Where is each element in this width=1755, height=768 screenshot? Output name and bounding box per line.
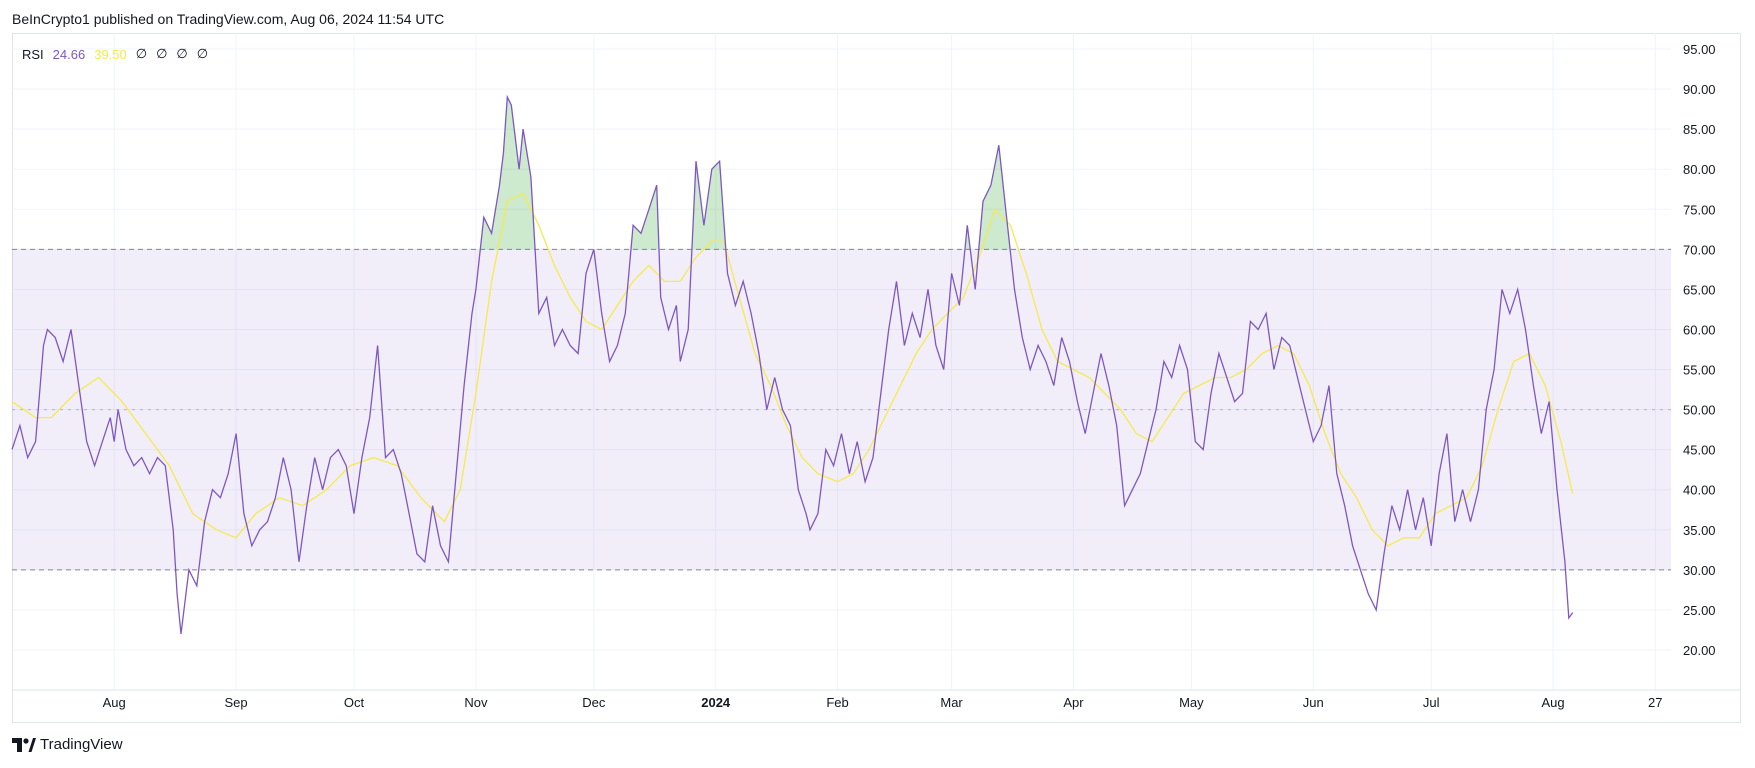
legend-ma-value: 39.50	[94, 46, 127, 62]
overbought-fills	[480, 97, 1011, 250]
y-tick-label: 35.00	[1683, 523, 1716, 538]
rsi-line	[11, 94, 1574, 634]
tradingview-wordmark: TradingView	[40, 736, 123, 753]
y-tick-label: 60.00	[1683, 322, 1716, 337]
y-tick-label: 75.00	[1683, 202, 1716, 217]
y-tick-label: 80.00	[1683, 162, 1716, 177]
overbought-fill	[978, 145, 1011, 250]
y-tick-label: 65.00	[1683, 282, 1716, 297]
y-tick-label: 20.00	[1683, 643, 1716, 658]
x-tick-label: 2024	[701, 695, 731, 710]
tradingview-branding[interactable]: TradingView	[12, 736, 123, 753]
y-tick-label: 85.00	[1683, 122, 1716, 137]
time-axis: Aug Sep Oct Nov Dec 2024 Feb Mar Apr May Jun Jul Aug…	[12, 689, 1741, 710]
legend-placeholder-1: ∅	[135, 46, 148, 61]
legend-placeholder-3: ∅	[176, 46, 188, 61]
overbought-fill	[691, 161, 726, 250]
legend-rsi-value: 24.66	[52, 46, 86, 62]
publish-caption: BeInCrypto1 published on TradingView.com…	[12, 11, 445, 27]
price-axis: 95.00 90.00 85.00 80.00 75.00 70.00 65.00 60.00…	[1683, 42, 1716, 658]
x-tick-label: Mar	[940, 695, 963, 710]
legend-placeholder-2: ∅	[156, 46, 168, 61]
indicator-legend[interactable]: RSI 24.66 39.50 ∅ ∅ ∅ ∅	[22, 46, 208, 62]
x-tick-label: Feb	[826, 695, 848, 710]
overbought-fill	[480, 97, 536, 250]
y-tick-label: 30.00	[1683, 563, 1716, 578]
tradingview-logo-icon	[12, 737, 36, 752]
x-tick-label: Apr	[1063, 695, 1084, 710]
x-tick-label: Sep	[225, 695, 248, 710]
x-tick-label: Jun	[1303, 695, 1324, 710]
legend-placeholder-4: ∅	[196, 46, 209, 61]
rsi-band-fill	[12, 249, 1671, 570]
y-tick-label: 90.00	[1683, 82, 1716, 97]
x-tick-label: Jul	[1423, 695, 1440, 710]
x-tick-label: Nov	[464, 695, 488, 710]
y-tick-label: 45.00	[1683, 443, 1716, 458]
chart-panel[interactable]	[12, 33, 1741, 723]
grid-lines	[12, 33, 1671, 690]
y-tick-label: 50.00	[1683, 403, 1716, 418]
overbought-fill	[630, 185, 659, 250]
y-tick-label: 40.00	[1683, 483, 1716, 498]
x-tick-label: May	[1179, 695, 1204, 710]
x-tick-label: Aug	[1541, 695, 1564, 710]
x-tick-label: Aug	[103, 695, 126, 710]
x-tick-label: 27	[1648, 695, 1662, 710]
legend-indicator-name: RSI	[22, 46, 44, 62]
y-tick-label: 70.00	[1683, 242, 1716, 257]
x-tick-label: Oct	[344, 695, 365, 710]
y-tick-label: 25.00	[1683, 603, 1716, 618]
series-lines	[11, 94, 1574, 634]
x-tick-label: Dec	[582, 695, 606, 710]
y-tick-label: 55.00	[1683, 363, 1716, 378]
rsi-band	[12, 248, 1671, 571]
y-tick-label: 95.00	[1683, 42, 1716, 57]
